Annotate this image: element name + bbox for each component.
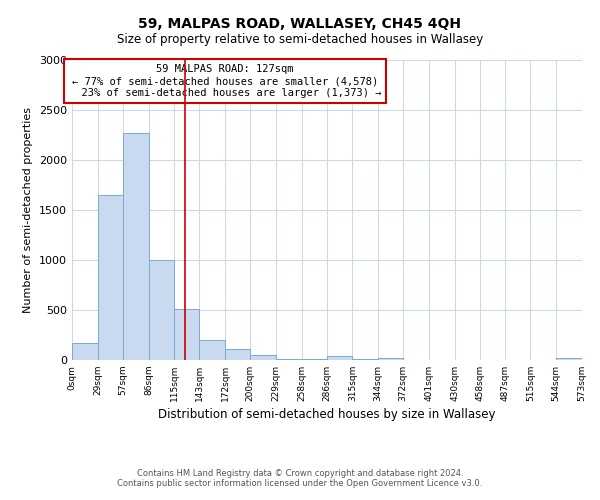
Bar [378, 358, 403, 360]
Text: Contains public sector information licensed under the Open Government Licence v3: Contains public sector information licen… [118, 478, 482, 488]
Bar [98, 195, 123, 360]
Bar [225, 349, 250, 360]
Bar [199, 340, 225, 360]
Text: 59, MALPAS ROAD, WALLASEY, CH45 4QH: 59, MALPAS ROAD, WALLASEY, CH45 4QH [139, 18, 461, 32]
Bar [326, 356, 352, 360]
Text: Size of property relative to semi-detached houses in Wallasey: Size of property relative to semi-detach… [117, 32, 483, 46]
Bar [72, 342, 98, 360]
Bar [352, 359, 378, 360]
Y-axis label: Number of semi-detached properties: Number of semi-detached properties [23, 107, 34, 313]
Bar [123, 133, 149, 360]
Bar [276, 359, 302, 360]
Text: 59 MALPAS ROAD: 127sqm
← 77% of semi-detached houses are smaller (4,578)
  23% o: 59 MALPAS ROAD: 127sqm ← 77% of semi-det… [69, 64, 381, 98]
Bar [302, 359, 326, 360]
Text: Contains HM Land Registry data © Crown copyright and database right 2024.: Contains HM Land Registry data © Crown c… [137, 468, 463, 477]
Bar [556, 358, 582, 360]
X-axis label: Distribution of semi-detached houses by size in Wallasey: Distribution of semi-detached houses by … [158, 408, 496, 421]
Bar [149, 260, 175, 360]
Bar [250, 355, 276, 360]
Bar [175, 309, 199, 360]
